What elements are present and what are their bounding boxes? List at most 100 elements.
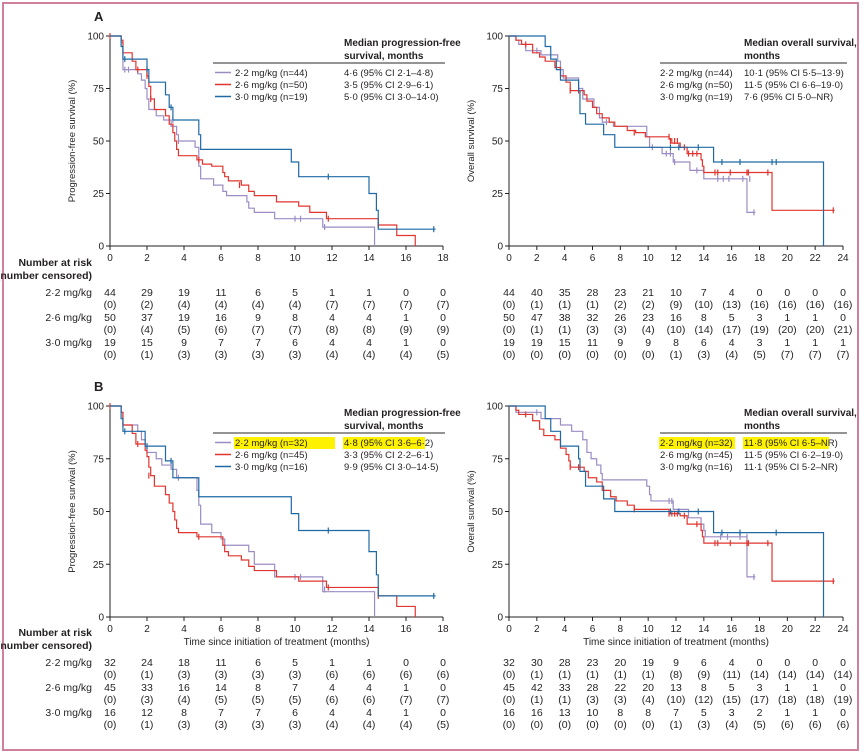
censored-value: (8)	[669, 669, 683, 681]
legend-title: Median progression-free	[344, 408, 461, 419]
censored-value: (1)	[613, 669, 627, 681]
censored-value: (0)	[530, 349, 544, 361]
at-risk-value: 0	[812, 287, 819, 299]
x-tick-label: 2	[144, 624, 150, 635]
censored-value: (4)	[288, 299, 302, 311]
at-risk-value: 0	[440, 287, 446, 299]
censored-value: (7)	[362, 299, 376, 311]
y-tick-label: 75	[492, 84, 504, 95]
censored-value: (1)	[530, 694, 544, 706]
censored-value: (8)	[325, 324, 339, 336]
at-risk-value: 1	[366, 657, 372, 669]
censored-value: (3)	[251, 719, 265, 731]
at-risk-value: 0	[403, 657, 409, 669]
at-risk-value: 13	[558, 707, 571, 719]
at-risk-value: 44	[104, 287, 116, 299]
censored-value: (4)	[725, 719, 739, 731]
y-tick-label: 50	[93, 507, 105, 518]
censored-value: (6)	[436, 669, 450, 681]
censored-value: (0)	[502, 719, 516, 731]
y-tick-label: 25	[93, 560, 105, 571]
censored-value: (1)	[140, 719, 154, 731]
x-tick-label: 10	[643, 624, 655, 635]
km-curve-series-0	[509, 405, 756, 578]
at-risk-value: 19	[178, 287, 190, 299]
at-risk-value: 3	[728, 707, 735, 719]
at-risk-value: 0	[784, 657, 791, 669]
legend-median: 3·5 (95% CI 2·9–6·1)	[344, 80, 433, 91]
censored-value: (18)	[777, 694, 797, 706]
legend-label: 3·0 mg/kg (n=16)	[235, 462, 308, 473]
censored-value: (9)	[697, 669, 711, 681]
at-risk-value: 24	[141, 657, 153, 669]
censored-value: (16)	[805, 299, 825, 311]
censored-value: (5)	[214, 694, 228, 706]
risk-header: Number at risk	[18, 627, 92, 639]
at-risk-value: 16	[178, 682, 190, 694]
at-risk-value: 9	[181, 337, 187, 349]
censored-value: (6)	[325, 669, 339, 681]
at-risk-value: 11	[215, 657, 227, 669]
legend-label: 2·2 mg/kg (n=32)	[235, 438, 308, 449]
at-risk-value: 1	[812, 707, 819, 719]
censored-value: (5)	[436, 349, 450, 361]
censored-value: (0)	[502, 324, 516, 336]
at-risk-value: 40	[530, 287, 543, 299]
censored-value: (5)	[753, 349, 766, 361]
censored-value: (2)	[140, 299, 154, 311]
at-risk-value: 29	[141, 287, 153, 299]
km-curve-series-1	[509, 405, 835, 582]
at-risk-value: 15	[141, 337, 153, 349]
censored-value: (4)	[725, 349, 739, 361]
censored-value: (7)	[399, 299, 413, 311]
censored-value: (3)	[613, 324, 627, 336]
at-risk-value: 21	[642, 287, 654, 299]
at-risk-value: 0	[840, 312, 846, 324]
censored-value: (4)	[399, 719, 413, 731]
censored-value: (4)	[362, 719, 376, 731]
x-tick-label: 6	[218, 253, 224, 264]
censored-value: (0)	[103, 324, 117, 336]
legend-highlight	[743, 437, 829, 449]
censored-value: (14)	[750, 669, 769, 681]
at-risk-value: 5	[728, 312, 735, 324]
at-risk-value: 19	[642, 657, 654, 669]
at-risk-value: 5	[700, 707, 707, 719]
at-risk-value: 7	[218, 707, 224, 719]
censored-value: (4)	[325, 349, 339, 361]
censored-value: (3)	[177, 719, 191, 731]
censored-value: (2)	[641, 299, 655, 311]
at-risk-value: 28	[586, 287, 599, 299]
legend-label: 2·6 mg/kg (n=45)	[235, 450, 308, 461]
legend-highlight	[234, 437, 335, 449]
censored-value: (1)	[586, 299, 599, 311]
x-tick-label: 8	[255, 253, 261, 264]
censored-value: (3)	[697, 719, 711, 731]
at-risk-value: 1	[812, 682, 819, 694]
at-risk-value: 1	[403, 337, 409, 349]
at-risk-value: 7	[218, 337, 224, 349]
censored-value: (4)	[641, 694, 655, 706]
at-risk-value: 18	[178, 657, 190, 669]
at-risk-value: 5	[292, 657, 298, 669]
censored-value: (9)	[669, 299, 683, 311]
legend-highlight	[659, 437, 735, 449]
at-risk-value: 9	[673, 657, 679, 669]
x-tick-label: 10	[289, 253, 301, 264]
censored-value: (19)	[833, 694, 853, 706]
censored-value: (12)	[694, 694, 714, 706]
at-risk-value: 38	[558, 312, 571, 324]
at-risk-value: 9	[645, 337, 652, 349]
at-risk-value: 4	[329, 312, 335, 324]
censored-value: (5)	[288, 694, 302, 706]
censored-value: (1)	[586, 669, 599, 681]
legend-label: 2·2 mg/kg (n=44)	[660, 68, 733, 79]
x-tick-label: 16	[400, 624, 412, 635]
censored-value: (21)	[833, 324, 853, 336]
censored-value: (7)	[808, 349, 822, 361]
at-risk-value: 44	[503, 287, 515, 299]
censored-value: (1)	[530, 299, 544, 311]
censored-value: (0)	[641, 719, 655, 731]
censored-value: (6)	[399, 669, 413, 681]
